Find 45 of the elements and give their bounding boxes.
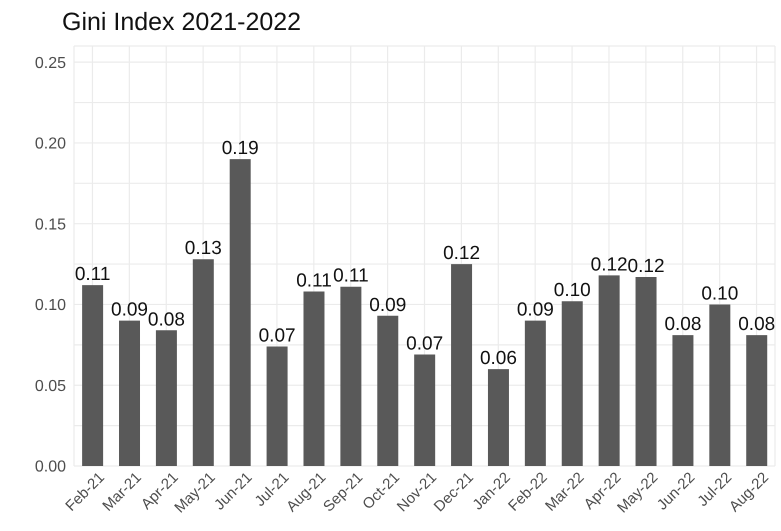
bar (524, 320, 546, 466)
data-label: 0.09 (516, 300, 554, 321)
bar (636, 277, 657, 466)
bar (303, 292, 324, 466)
y-tick-label: 0.10 (34, 297, 66, 314)
y-tick-label: 0.05 (34, 378, 66, 395)
data-label: 0.07 (258, 325, 296, 346)
bar (377, 316, 398, 466)
data-label: 0.11 (74, 264, 110, 286)
y-tick-label: 0.00 (34, 458, 66, 476)
data-label: 0.10 (554, 280, 591, 302)
data-label: 0.12 (590, 254, 628, 276)
bar (340, 286, 362, 466)
y-tick-label: 0.15 (34, 216, 66, 234)
bar (82, 285, 104, 466)
data-label: 0.19 (222, 138, 259, 160)
data-label: 0.12 (628, 256, 665, 277)
bar (414, 354, 436, 466)
bar (488, 369, 509, 466)
bar (156, 330, 177, 466)
data-label: 0.13 (184, 238, 222, 260)
bar (709, 304, 730, 466)
data-label: 0.06 (480, 348, 517, 370)
bar (192, 259, 214, 466)
y-tick-label: 0.25 (34, 54, 66, 72)
y-tick-label: 0.20 (34, 136, 66, 153)
data-label: 0.12 (443, 243, 480, 264)
bar (562, 301, 583, 466)
data-label: 0.11 (296, 270, 332, 292)
bar (266, 346, 288, 466)
data-label: 0.09 (111, 300, 148, 321)
data-label: 0.07 (406, 334, 444, 355)
bar (598, 275, 620, 466)
bar (451, 264, 472, 466)
bar (746, 335, 768, 466)
data-label: 0.09 (369, 294, 406, 316)
chart-title: Gini Index 2021-2022 (62, 8, 302, 38)
data-label: 0.08 (148, 309, 185, 330)
bar (230, 159, 251, 466)
data-label: 0.08 (664, 314, 702, 336)
bar (119, 320, 140, 466)
data-label: 0.08 (738, 314, 776, 336)
bar (672, 335, 694, 466)
data-label: 0.10 (701, 283, 738, 304)
data-label: 0.11 (333, 266, 369, 287)
